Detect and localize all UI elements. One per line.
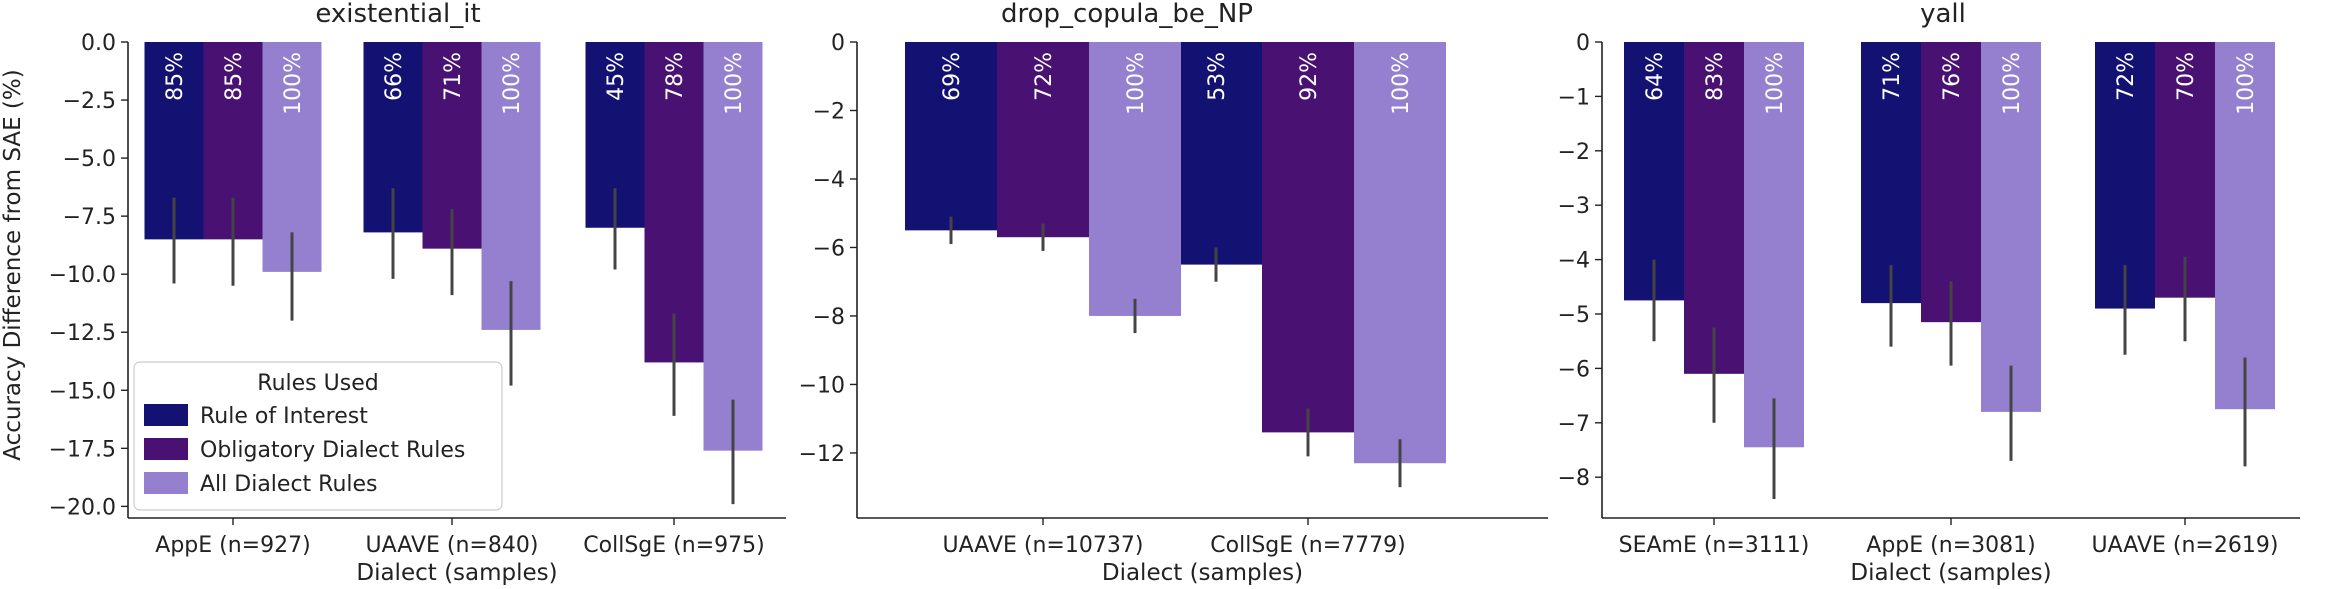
bar [1170,42,1262,265]
x-tick-label: AppE (n=3081) [1866,533,2035,558]
y-tick-label: −3 [1558,194,1590,219]
legend-box [133,361,503,511]
y-tick-label: −6 [1558,357,1590,382]
bar-label: 78% [663,52,688,101]
bar [1981,42,2041,412]
bar-label: 100% [1124,52,1149,115]
y-tick-label: −7 [1558,412,1590,437]
x-axis-label: Dialect (samples) [1850,560,2051,586]
x-tick-label: CollSgE (n=7779) [1210,533,1405,558]
y-tick-label: −6 [813,236,845,261]
y-tick-label: 0 [831,31,845,56]
y-tick-label: −1 [1558,85,1590,110]
y-tick-label: −5.0 [63,147,116,172]
x-tick-label: AppE (n=927) [155,533,310,558]
bar-label: 72% [1032,52,1057,101]
bar [1262,42,1354,433]
bar [1354,42,1446,464]
x-tick-label: SEAmE (n=3111) [1619,533,1810,558]
y-tick-label: −2.5 [63,89,116,114]
bar-label: 64% [1643,52,1668,101]
bar [1744,42,1804,448]
y-tick-label: −12 [799,442,845,467]
y-tick-label: −17.5 [49,437,116,462]
bar-label: 45% [604,52,629,101]
bar [2155,42,2215,298]
x-axis-label: Dialect (samples) [1102,560,1303,586]
panel-1: drop_copula_be_NP 69% 53% 72% 92% 100% 100% 0 −2… [799,0,1548,586]
bar-label: 100% [500,52,525,115]
y-tick-label: −20.0 [49,495,116,520]
bar-label: 100% [2000,52,2025,115]
bar-label: 100% [281,52,306,115]
bar-label: 100% [2234,52,2259,115]
bar-label: 85% [222,52,247,101]
y-tick-label: −12.5 [49,321,116,346]
y-tick-label: −2 [1558,140,1590,165]
legend-swatch [144,438,188,460]
bar-label: 85% [163,52,188,101]
bar-label: 100% [1763,52,1788,115]
panel-title: yall [1920,0,1966,29]
bar-label: 92% [1297,52,1322,101]
panels: existential_it 85% 66% 45% 85% 71% 78% 100% 100%… [49,0,2300,586]
y-tick-label: −8 [813,305,845,330]
bar-label: 76% [1940,52,1965,101]
bar [644,42,704,363]
bar [905,42,997,231]
y-tick-label: −4 [813,168,845,193]
bar [997,42,1089,238]
y-tick-label: −15.0 [49,379,116,404]
y-tick-label: −8 [1558,466,1590,491]
y-tick-label: −5 [1558,303,1590,328]
bar [2215,42,2275,410]
y-axis-label: Accuracy Difference from SAE (%) [0,69,26,460]
bar-label: 71% [441,52,466,101]
panel-title: existential_it [315,0,480,29]
bar-label: 72% [2114,52,2139,101]
x-tick-label: UAAVE (n=10737) [943,533,1144,558]
bar [2095,42,2155,309]
bar [1624,42,1684,301]
y-tick-label: −2 [813,99,845,124]
bar-label: 71% [1880,52,1905,101]
bar-label: 83% [1703,52,1728,101]
bar [1089,42,1181,316]
bar-label: 53% [1205,52,1230,101]
bar-label: 66% [382,52,407,101]
legend-entry: Obligatory Dialect Rules [200,438,465,463]
y-tick-label: −10 [799,373,845,398]
y-tick-label: 0 [1576,31,1590,56]
x-tick-label: UAAVE (n=2619) [2092,533,2279,558]
panel-title: drop_copula_be_NP [1001,0,1253,29]
panel-0: existential_it 85% 66% 45% 85% 71% 78% 100% 100%… [49,0,786,586]
y-tick-label: −10.0 [49,263,116,288]
bar [1921,42,1981,323]
bar-label: 100% [722,52,747,115]
bar-label: 69% [940,52,965,101]
bar-label: 100% [1389,52,1414,115]
x-tick-label: UAAVE (n=840) [366,533,539,558]
x-tick-label: CollSgE (n=975) [583,533,764,558]
y-tick-label: −7.5 [63,205,116,230]
legend: Rules Used Rule of Interest Obligatory Dia… [133,361,503,511]
y-tick-label: −4 [1558,249,1590,274]
legend-title: Rules Used [257,371,378,396]
legend-swatch [144,404,188,426]
legend-entry: Rule of Interest [200,404,368,429]
bar [703,42,763,451]
x-axis-label: Dialect (samples) [356,560,557,586]
bar [1861,42,1921,304]
y-tick-label: 0.0 [81,31,116,56]
bar-label: 70% [2174,52,2199,101]
bar [1684,42,1744,374]
panel-2: yall 64% 71% 72% 83% 76% 70% 100% 100% 100% 0 −1 −2 −… [1558,0,2300,586]
legend-entry: All Dialect Rules [200,472,378,497]
legend-swatch [144,472,188,494]
